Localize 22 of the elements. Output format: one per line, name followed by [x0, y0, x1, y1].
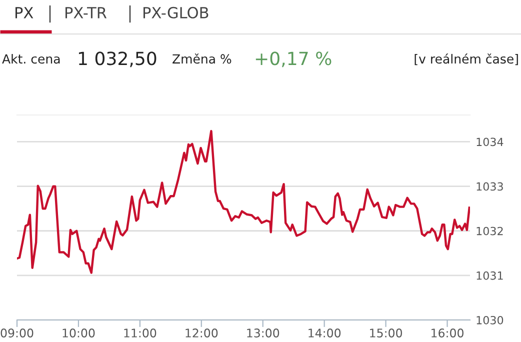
x-tick-label: 09:00	[0, 328, 34, 338]
text: Změna %	[172, 53, 232, 64]
text: Akt. cena	[2, 54, 60, 64]
text: PX-TR	[66, 7, 107, 18]
x-tick-label: 11:00	[124, 328, 156, 338]
chart-title: PX	[16, 7, 34, 18]
x-tick-label: 13:00	[247, 328, 280, 338]
x-tick-label: 15:00	[370, 328, 402, 338]
text: 1 032,50	[78, 52, 156, 68]
text: [v reálném čase]	[414, 53, 518, 66]
text: PX-GLOB	[144, 6, 208, 18]
line-series	[17, 130, 470, 274]
x-tick-label: 10:00	[62, 328, 95, 338]
x-tick-label: 14:00	[308, 328, 341, 338]
y-tick-label: 1033	[476, 182, 503, 191]
y-tick-label: 1032	[476, 226, 503, 236]
x-tick-label: 12:00	[186, 328, 218, 338]
y-tick-label: 1034	[476, 138, 504, 146]
x-tick-label: 16:00	[432, 328, 464, 338]
y-tick-label: 1031	[476, 271, 503, 280]
y-tick-label: 1030	[476, 316, 504, 324]
text: +0,17 %	[256, 52, 332, 68]
